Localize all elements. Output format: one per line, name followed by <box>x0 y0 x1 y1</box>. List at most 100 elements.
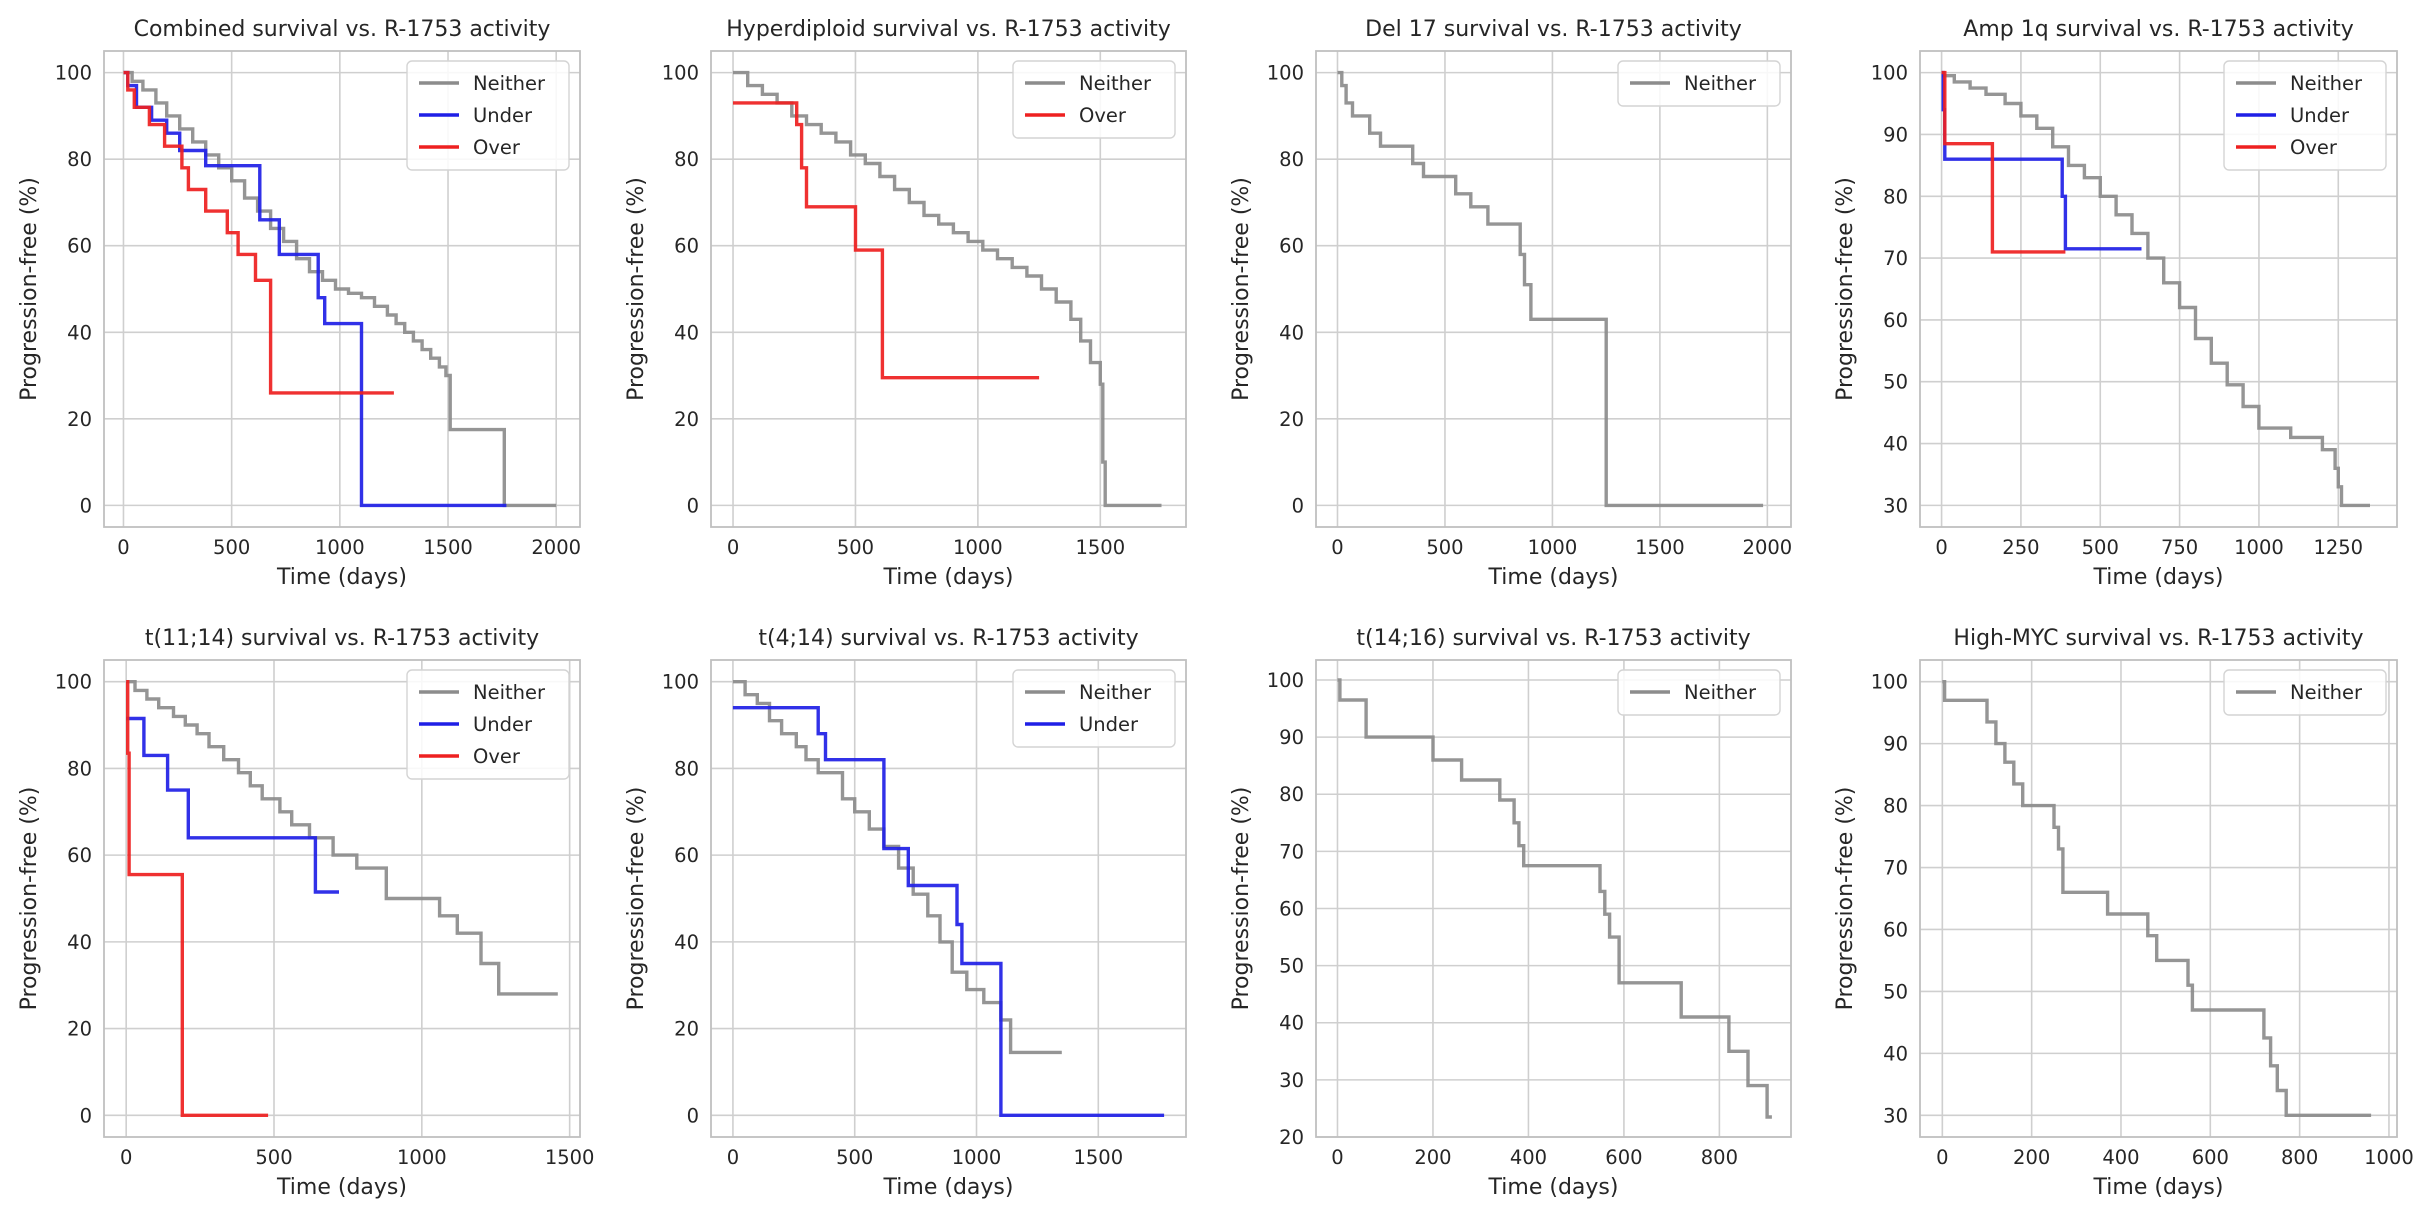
y-axis-label: Progression-free (%) <box>1833 177 1858 401</box>
x-tick-label: 200 <box>2013 1146 2050 1169</box>
y-axis-label: Progression-free (%) <box>624 787 649 1011</box>
x-tick-label: 2000 <box>531 536 581 559</box>
x-tick-label: 0 <box>117 536 129 559</box>
x-tick-label: 1000 <box>2234 536 2284 559</box>
y-tick-label: 60 <box>67 844 92 867</box>
x-tick-label: 1000 <box>952 1146 1002 1169</box>
y-tick-label: 0 <box>80 494 92 517</box>
series-line-over <box>126 680 269 1117</box>
x-tick-label: 1000 <box>1528 536 1578 559</box>
legend: Neither Under Over <box>2223 60 2387 171</box>
x-axis-label: Time (days) <box>276 1175 407 1200</box>
axes-frame <box>1315 50 1792 528</box>
axes-frame <box>1919 659 2398 1138</box>
x-tick-label: 1000 <box>2364 1146 2414 1169</box>
x-tick-label: 1500 <box>1073 1146 1123 1169</box>
panel-8: 0 200 400 600 800 1000 30 40 50 60 70 80 90 100 High-M… <box>1833 626 2414 1200</box>
x-tick-label: 500 <box>836 1146 873 1169</box>
x-tick-label: 2000 <box>1743 536 1793 559</box>
legend-label-over: Over <box>473 745 521 768</box>
legend-label-under: Under <box>1079 713 1139 736</box>
y-tick-label: 80 <box>674 757 699 780</box>
y-tick-label: 100 <box>55 671 92 694</box>
x-tick-label: 1000 <box>397 1146 447 1169</box>
panel-title: Amp 1q survival vs. R-1753 activity <box>1963 17 2353 42</box>
series-line-over <box>733 101 1040 380</box>
x-tick-label: 1000 <box>315 536 365 559</box>
series-line-neither <box>1942 680 2372 1117</box>
x-tick-label: 500 <box>1426 536 1463 559</box>
y-tick-label: 60 <box>674 844 699 867</box>
y-tick-label: 30 <box>1883 494 1908 517</box>
legend-box <box>406 669 570 780</box>
legend-label-neither: Neither <box>2290 72 2363 95</box>
y-tick-label: 80 <box>1279 783 1304 806</box>
y-tick-label: 60 <box>1883 309 1908 332</box>
y-axis-label: Progression-free (%) <box>17 177 42 401</box>
legend-box <box>1012 669 1176 748</box>
axes-frame <box>103 659 581 1138</box>
panel-6: 0 500 1000 1500 0 20 40 60 80 100 t(4;14) survival… <box>624 626 1187 1200</box>
x-tick-label: 0 <box>120 1146 132 1169</box>
legend-box <box>1617 60 1781 107</box>
x-tick-label: 600 <box>1605 1146 1642 1169</box>
y-tick-label: 100 <box>55 62 92 85</box>
legend: Neither Under Over <box>406 60 570 171</box>
legend-label-over: Over <box>1079 104 1127 127</box>
x-tick-label: 0 <box>1331 1146 1343 1169</box>
y-tick-label: 60 <box>1279 897 1304 920</box>
y-tick-label: 100 <box>1267 62 1304 85</box>
legend-box <box>2223 60 2387 171</box>
y-tick-label: 0 <box>1292 494 1304 517</box>
x-tick-label: 400 <box>2102 1146 2139 1169</box>
y-tick-label: 20 <box>67 408 92 431</box>
y-tick-label: 20 <box>674 1018 699 1041</box>
panel-3: 0 500 1000 1500 2000 0 20 40 60 80 100 Del 17 survi… <box>1229 17 1792 590</box>
y-tick-label: 0 <box>687 1104 699 1127</box>
y-tick-label: 40 <box>674 931 699 954</box>
series-line-neither <box>1337 678 1772 1119</box>
y-tick-label: 100 <box>662 62 699 85</box>
legend-label-neither: Neither <box>473 72 546 95</box>
x-tick-label: 500 <box>2082 536 2119 559</box>
y-tick-label: 60 <box>67 235 92 258</box>
x-tick-label: 200 <box>1414 1146 1451 1169</box>
panel-7: 0 200 400 600 800 20 30 40 50 60 70 80 90 100 t(14;16)… <box>1229 626 1792 1200</box>
y-tick-label: 20 <box>67 1018 92 1041</box>
y-tick-label: 80 <box>674 148 699 171</box>
y-tick-label: 40 <box>67 931 92 954</box>
y-tick-label: 100 <box>662 671 699 694</box>
x-axis-label: Time (days) <box>883 1175 1014 1200</box>
y-tick-label: 40 <box>1883 1042 1908 1065</box>
y-tick-label: 80 <box>1279 148 1304 171</box>
legend: Neither <box>1617 60 1781 107</box>
x-tick-label: 500 <box>255 1146 292 1169</box>
y-tick-label: 90 <box>1883 123 1908 146</box>
legend: Neither <box>2223 669 2387 716</box>
panel-5: 0 500 1000 1500 0 20 40 60 80 100 t(11;14) surviva… <box>17 626 594 1200</box>
x-tick-label: 800 <box>2281 1146 2318 1169</box>
y-tick-label: 70 <box>1883 857 1908 880</box>
x-axis-label: Time (days) <box>883 565 1014 590</box>
legend-label-over: Over <box>473 136 521 159</box>
y-tick-label: 20 <box>1279 1126 1304 1149</box>
y-tick-label: 100 <box>1871 62 1908 85</box>
y-tick-label: 0 <box>80 1104 92 1127</box>
x-tick-label: 1500 <box>1635 536 1685 559</box>
panel-1: 0 500 1000 1500 2000 0 20 40 60 80 100 Combined sur… <box>17 17 581 590</box>
series-line-neither <box>1337 70 1764 508</box>
axes-frame <box>1919 50 2398 528</box>
y-tick-label: 80 <box>1883 795 1908 818</box>
x-tick-label: 500 <box>837 536 874 559</box>
x-tick-label: 600 <box>2192 1146 2229 1169</box>
y-tick-label: 0 <box>687 494 699 517</box>
panel-4: 0 250 500 750 1000 1250 30 40 50 60 70 80 90 100 Amp 1… <box>1833 17 2398 590</box>
series-line-under <box>123 70 507 508</box>
series-line-over <box>123 70 394 395</box>
y-tick-label: 50 <box>1279 955 1304 978</box>
y-tick-label: 40 <box>1279 1012 1304 1035</box>
legend-label-over: Over <box>2290 136 2338 159</box>
legend-label-neither: Neither <box>1079 681 1152 704</box>
y-tick-label: 40 <box>67 321 92 344</box>
